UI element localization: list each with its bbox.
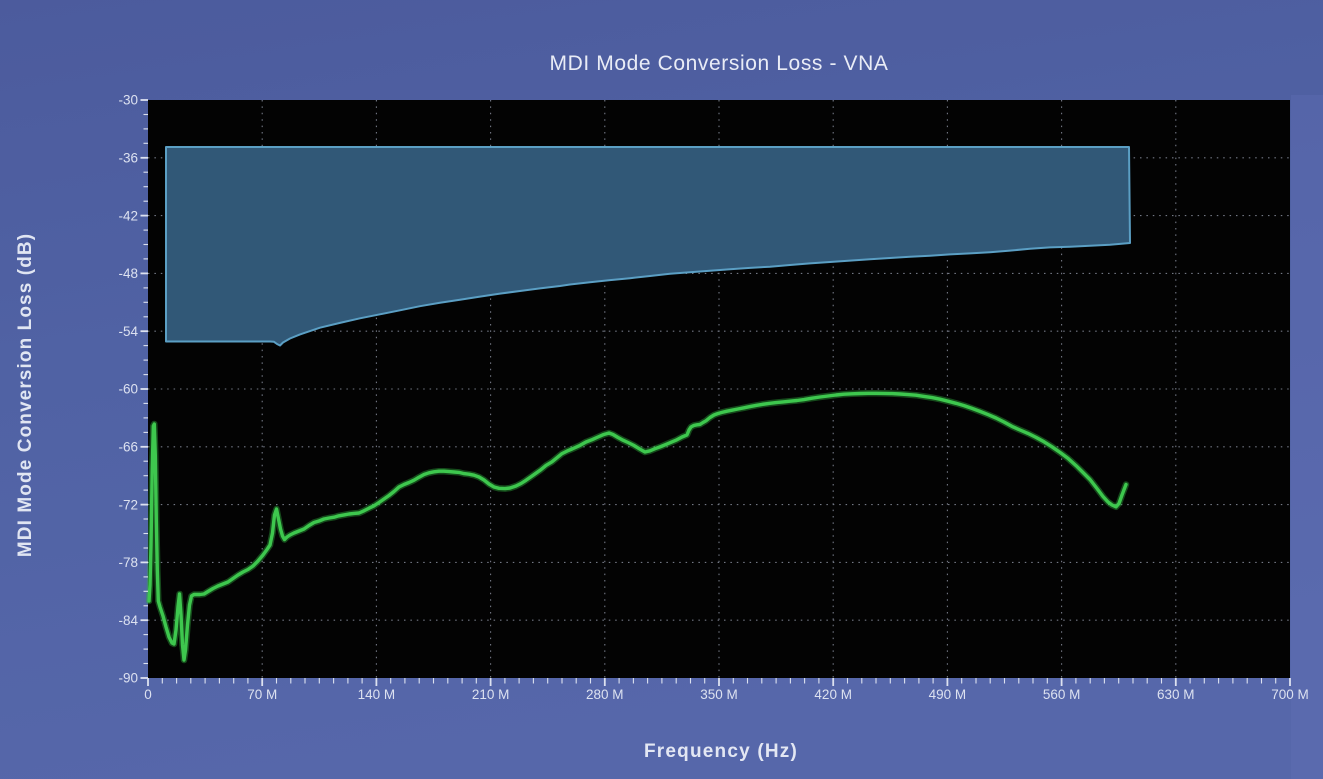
svg-text:MDI Mode Conversion Loss (dB): MDI Mode Conversion Loss (dB)	[15, 233, 36, 557]
svg-text:560 M: 560 M	[1043, 687, 1081, 702]
svg-text:140 M: 140 M	[358, 687, 396, 702]
svg-text:-60: -60	[118, 382, 138, 397]
svg-text:-84: -84	[118, 613, 138, 628]
svg-text:420 M: 420 M	[814, 687, 852, 702]
svg-text:-54: -54	[118, 324, 138, 339]
svg-text:630 M: 630 M	[1157, 687, 1195, 702]
svg-text:350 M: 350 M	[700, 687, 738, 702]
svg-text:-42: -42	[118, 208, 138, 223]
svg-text:-90: -90	[118, 671, 138, 686]
svg-text:-30: -30	[118, 93, 138, 108]
svg-text:-48: -48	[118, 266, 138, 281]
svg-text:70 M: 70 M	[247, 687, 277, 702]
svg-text:0: 0	[144, 687, 152, 702]
svg-text:700 M: 700 M	[1271, 687, 1309, 702]
svg-text:490 M: 490 M	[929, 687, 967, 702]
svg-text:-72: -72	[118, 497, 138, 512]
svg-text:210 M: 210 M	[472, 687, 510, 702]
svg-text:-66: -66	[118, 440, 138, 455]
svg-text:Frequency (Hz): Frequency (Hz)	[644, 741, 798, 762]
svg-text:MDI Mode Conversion Loss - VNA: MDI Mode Conversion Loss - VNA	[550, 52, 889, 75]
svg-text:280 M: 280 M	[586, 687, 624, 702]
svg-text:-78: -78	[118, 555, 138, 570]
svg-text:-36: -36	[118, 151, 138, 166]
